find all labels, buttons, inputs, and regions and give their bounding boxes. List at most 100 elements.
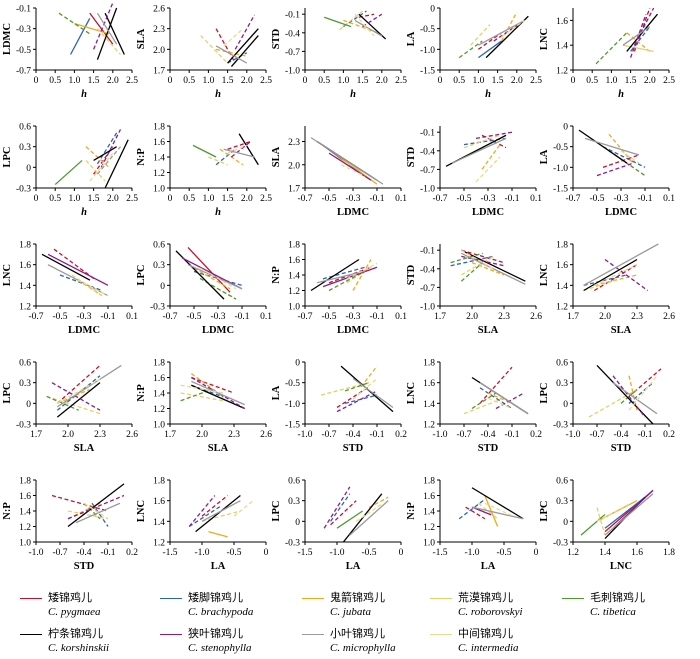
- x-tick-label: -0.1: [100, 312, 115, 322]
- x-tick-label: -0.3: [613, 194, 628, 204]
- regression-line-kor: [67, 483, 125, 528]
- regression-line-ste: [100, 129, 122, 168]
- y-tick-label: 1.6: [423, 379, 435, 389]
- x-tick-label: -0.5: [186, 312, 201, 322]
- x-tick-label: -0.1: [369, 194, 384, 204]
- regression-line-ste: [596, 162, 634, 177]
- regression-line-tib: [460, 262, 484, 282]
- regression-line-kor: [230, 35, 259, 67]
- y-tick-label: -0.3: [16, 25, 31, 35]
- y-tick-label: -1.5: [420, 67, 435, 77]
- x-tick-label: -0.1: [504, 430, 519, 440]
- y-tick-label: 1.8: [153, 359, 165, 369]
- x-tick-label: -0.4: [76, 548, 91, 558]
- x-tick-label: -1.0: [297, 430, 312, 440]
- regression-line-rob: [461, 255, 494, 276]
- x-tick-label: -1.5: [297, 548, 312, 558]
- regression-line-mic: [215, 45, 248, 64]
- regression-line-pyg: [51, 494, 109, 512]
- x-tick-label: -0.5: [589, 194, 604, 204]
- regression-line-mic: [479, 382, 529, 415]
- regression-line-jub: [360, 365, 378, 388]
- regression-line-ste: [629, 13, 647, 58]
- y-tick-label: 1.0: [288, 303, 300, 313]
- x-tick-label: 2.6: [663, 312, 675, 322]
- y-tick-label: 1.8: [153, 123, 165, 133]
- x-tick-label: 1.7: [164, 430, 176, 440]
- legend-label-latin: C. jubata: [330, 606, 371, 618]
- x-tick-label: -0.5: [456, 194, 471, 204]
- regression-line-tib: [471, 392, 497, 410]
- regression-line-kor: [93, 146, 117, 162]
- y-tick-label: -0.7: [420, 166, 435, 176]
- y-tick-label: -0.4: [285, 29, 300, 39]
- y-tick-label: 1.7: [288, 185, 300, 195]
- y-tick-label: 1.4: [556, 282, 568, 292]
- regression-line-tib: [192, 144, 217, 158]
- x-axis-title: LA: [346, 561, 361, 572]
- x-axis-title: h: [485, 89, 491, 100]
- legend-swatch: [20, 598, 42, 599]
- x-tick-label: -1.0: [432, 430, 447, 440]
- y-axis-title: N:P: [136, 148, 147, 166]
- y-tick-label: 0.3: [556, 497, 568, 507]
- regression-line-tib: [323, 16, 352, 28]
- regression-line-jub: [57, 388, 90, 404]
- regression-line-pyg: [330, 500, 357, 526]
- regression-line-mic: [478, 19, 525, 46]
- x-tick-label: -1.0: [329, 548, 344, 558]
- legend-label-cn: 毛刺锦鸡儿: [590, 591, 645, 604]
- y-tick-label: -1.5: [285, 421, 300, 431]
- y-axis-title: LPC: [271, 501, 282, 522]
- y-tick-label: 0: [26, 164, 31, 174]
- x-tick-label: 1.0: [68, 194, 80, 204]
- legend-label-cn: 小叶锦鸡儿: [330, 627, 385, 640]
- y-tick-label: -0.5: [16, 46, 31, 56]
- regression-line-jub: [481, 144, 501, 170]
- y-tick-label: 0.3: [19, 379, 31, 389]
- regression-line-jub: [85, 146, 110, 168]
- legend-label-latin: C. brachypoda: [188, 606, 254, 618]
- x-tick-label: -0.5: [361, 548, 376, 558]
- y-tick-label: 1.0: [153, 421, 165, 431]
- y-tick-label: 0.3: [19, 143, 31, 153]
- x-tick-label: 1.5: [625, 76, 637, 86]
- regression-line-pyg: [479, 366, 513, 404]
- regression-line-tib: [595, 32, 628, 65]
- panel-LA-vs-LDMC: -0.7 -0.5 -0.3 -0.1 0.1 0 -0.5 -1.0 -1.5 LDMC LA: [539, 123, 675, 219]
- y-tick-label: 0: [563, 400, 568, 410]
- regression-line-int: [233, 500, 254, 517]
- x-tick-label: 0.1: [395, 194, 407, 204]
- regression-line-ste: [328, 152, 372, 181]
- x-tick-label: -0.3: [345, 312, 360, 322]
- y-tick-label: -0.1: [420, 129, 435, 139]
- panel-LPC-vs-STD: -1.0 -0.7 -0.4 -0.1 0.2 -0.3 0 0.3 0.6 STD LPC: [539, 359, 675, 455]
- x-tick-label: 1.5: [222, 194, 234, 204]
- regression-line-rob: [201, 510, 241, 522]
- y-tick-label: 1.2: [288, 287, 300, 297]
- regression-line-jub: [352, 259, 372, 291]
- regression-line-int: [355, 503, 383, 522]
- y-axis-title: LNC: [539, 264, 550, 286]
- panel-LNC-vs-STD: -1.0 -0.7 -0.4 -0.1 0.2 1.2 1.4 1.6 1.8 STD LNC: [406, 359, 542, 455]
- regression-line-tib: [620, 389, 638, 404]
- y-tick-label: 1.6: [556, 261, 568, 271]
- regression-line-rob: [180, 392, 224, 402]
- regression-line-ste: [612, 375, 646, 418]
- legend-label-latin: C. stenophylla: [188, 642, 252, 654]
- panel-LNC-vs-LA: -1.5 -1.0 -0.5 0 1.2 1.4 1.6 1.8 LA LNC: [136, 477, 269, 573]
- x-tick-label: 0.1: [663, 194, 675, 204]
- x-tick-label: 0: [399, 548, 404, 558]
- regression-line-kor: [626, 13, 658, 52]
- x-tick-label: 1.7: [30, 430, 42, 440]
- x-axis-title: SLA: [74, 443, 95, 454]
- y-tick-label: 1.6: [423, 492, 435, 502]
- y-tick-label: 2.3: [153, 25, 165, 35]
- panel-NP-vs-SLA: 1.7 2.0 2.3 2.6 1.0 1.2 1.4 1.6 1.8 SLA N:P: [136, 359, 272, 455]
- regression-line-bra: [227, 52, 248, 64]
- y-tick-label: -0.3: [16, 185, 31, 195]
- x-tick-label: 1.0: [68, 76, 80, 86]
- panel-SLA-vs-LDMC: -0.7 -0.5 -0.3 -0.1 0.1 1.7 2.0 2.3 LDMC SLA: [271, 126, 407, 218]
- y-axis-title: LPC: [136, 265, 147, 286]
- panel-LNC-vs-h: 0 0.5 1.0 1.5 2.0 2.5 1.2 1.4 1.6 h LNC: [539, 7, 675, 100]
